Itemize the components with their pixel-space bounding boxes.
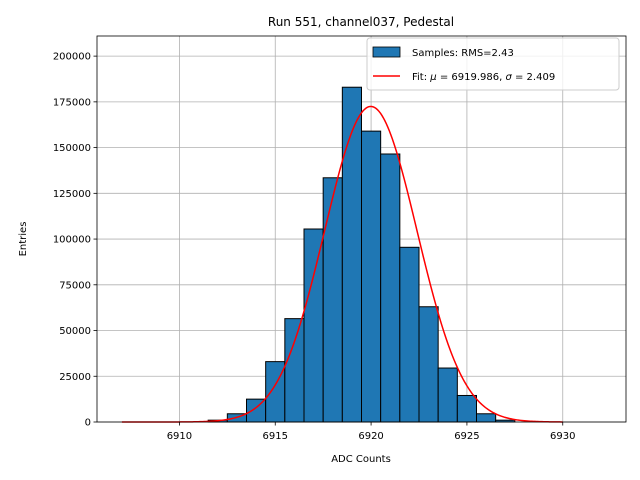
histogram-bar: [265, 361, 286, 423]
legend-histogram-swatch: [372, 46, 401, 58]
y-axis-ticks: 0 25000 50000 75000 100000 125000 150000 175000…: [53, 52, 97, 429]
x-axis-label: ADC Counts: [331, 454, 391, 465]
y-tick-label: 75000: [59, 280, 91, 291]
y-tick-label: 100000: [53, 235, 91, 246]
histogram-bar: [303, 228, 324, 423]
histogram-bar: [476, 413, 497, 423]
histogram-bar: [322, 177, 343, 423]
legend-box: [366, 37, 620, 91]
legend-histogram-label: Samples: RMS=2.43: [412, 48, 514, 59]
histogram-bar: [380, 153, 401, 423]
y-axis-label: Entries: [18, 222, 29, 257]
y-tick-label: 125000: [53, 189, 91, 200]
x-tick-label: 6925: [454, 431, 479, 442]
x-tick-label: 6915: [263, 431, 288, 442]
legend-fit-label: Fit: μ = 6919.986, σ = 2.409: [412, 72, 555, 83]
chart-title: Run 551, channel037, Pedestal: [268, 15, 454, 29]
histogram-bar: [456, 394, 478, 423]
histogram-bars: [207, 86, 516, 423]
histogram-bar: [418, 306, 439, 423]
x-tick-label: 6920: [358, 431, 383, 442]
y-tick-label: 200000: [53, 52, 91, 63]
x-tick-label: 6910: [167, 431, 192, 442]
legend: Samples: RMS=2.43 Fit: μ = 6919.986, σ =…: [366, 37, 620, 91]
y-tick-label: 175000: [53, 97, 91, 108]
y-tick-label: 150000: [53, 143, 91, 154]
x-tick-label: 6930: [550, 431, 575, 442]
histogram-bar: [437, 367, 458, 423]
histogram-bar: [399, 246, 420, 423]
histogram-bar: [284, 318, 305, 423]
histogram-bar: [361, 130, 382, 423]
y-tick-label: 50000: [59, 326, 91, 337]
x-axis-ticks: 6910 6915 6920 6925 6930: [167, 422, 575, 442]
y-tick-label: 25000: [59, 372, 91, 383]
plot-frame: [96, 35, 627, 423]
y-tick-label: 0: [85, 418, 91, 429]
histogram-bar: [341, 86, 363, 423]
